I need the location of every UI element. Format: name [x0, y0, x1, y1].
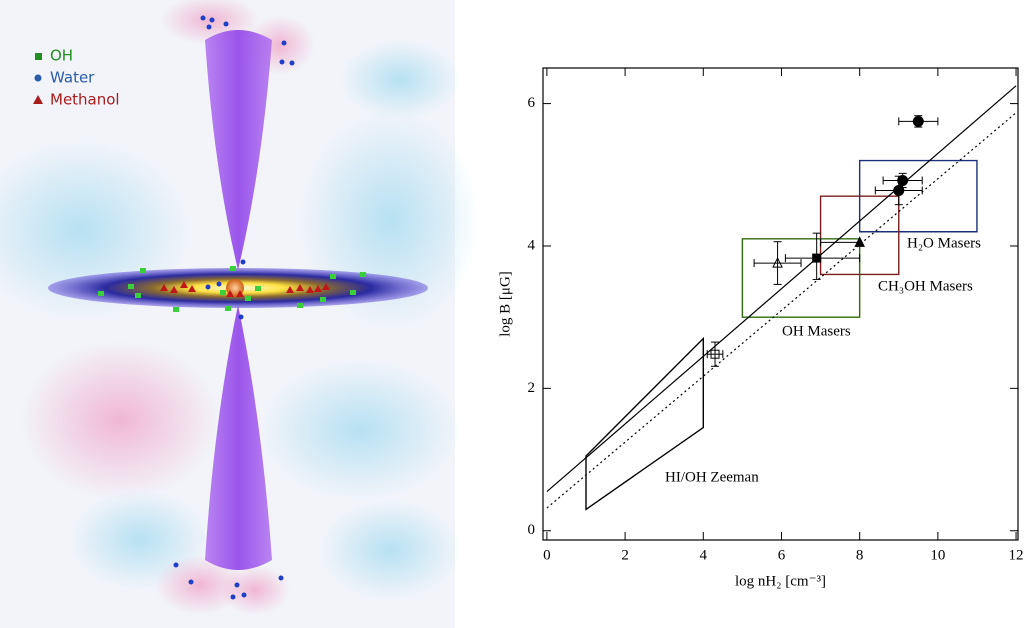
fit-line — [546, 85, 1017, 493]
region — [741, 238, 861, 318]
legend-marker — [34, 74, 42, 82]
x-tick-label: 2 — [621, 547, 629, 563]
plot-area — [546, 85, 1017, 511]
x-tick-label: 10 — [930, 547, 945, 563]
x-tick-label: 12 — [1009, 547, 1024, 563]
fit-line — [546, 112, 1017, 509]
x-tick-label: 4 — [700, 547, 708, 563]
region-label: H₂O Masers — [907, 235, 981, 251]
y-tick-label: 6 — [528, 95, 536, 111]
x-tick-label: 0 — [543, 547, 551, 563]
y-tick-label: 2 — [528, 380, 536, 396]
y-tick-label: 0 — [528, 522, 536, 538]
y-tick-label: 4 — [528, 237, 536, 253]
legend-label: OH — [50, 47, 73, 65]
jet — [205, 30, 272, 270]
chart: 0 2 4 6 8 10 12 0 2 4 6 log nH₂ [cm⁻³] log B [μG] H₂O… — [497, 67, 1024, 589]
point — [893, 184, 905, 196]
region-label: HI/OH Zeeman — [665, 469, 759, 485]
legend-label: Water — [50, 69, 95, 87]
legend-label: Methanol — [50, 91, 120, 109]
legend: OH Water Methanol — [33, 47, 120, 109]
plot-frame — [542, 67, 1019, 541]
region — [858, 159, 978, 233]
y-axis-label: log B [μG] — [497, 271, 513, 337]
point — [912, 115, 924, 127]
illustration: OH Water Methanol — [0, 0, 480, 628]
point — [772, 256, 783, 268]
point — [812, 253, 822, 263]
point — [854, 236, 865, 247]
legend-marker — [33, 95, 43, 104]
point — [710, 349, 720, 359]
x-tick-label: 6 — [778, 547, 786, 563]
region — [585, 336, 704, 511]
legend-marker — [35, 53, 42, 60]
x-tick-label: 8 — [856, 547, 864, 563]
point — [897, 174, 909, 186]
x-axis-label: log nH₂ [cm⁻³] — [735, 573, 826, 589]
region-label: CH₃OH Masers — [878, 278, 973, 294]
jet — [205, 305, 272, 570]
maser-spots — [98, 15, 366, 600]
region-label: OH Masers — [782, 323, 851, 339]
